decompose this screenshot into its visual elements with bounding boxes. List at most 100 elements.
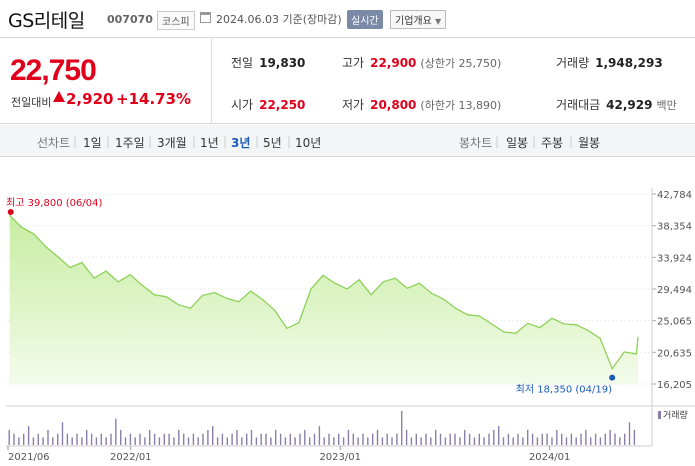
volume-bar xyxy=(279,433,282,445)
price-point xyxy=(262,299,264,301)
divider: | xyxy=(569,134,574,148)
volume-bar xyxy=(115,418,117,445)
volume-bar xyxy=(362,433,364,445)
price-point xyxy=(105,270,107,272)
price-point xyxy=(527,322,529,324)
volume-bar xyxy=(18,437,20,445)
price-point xyxy=(213,291,216,294)
tab-3m[interactable]: 3개월 xyxy=(157,136,187,150)
divider: | xyxy=(255,134,260,148)
tab-1y[interactable]: 1년 xyxy=(200,136,219,150)
volume-bar xyxy=(512,437,514,445)
volume-bar xyxy=(13,433,15,445)
volume-bar xyxy=(435,429,437,445)
chevron-down-icon: ▼ xyxy=(435,17,442,26)
price-chart[interactable]: 42,784 38,354 33,924 29,494 25,065 20,635 16,2… xyxy=(0,158,695,466)
volume-bar xyxy=(614,433,616,445)
price-point xyxy=(563,323,565,325)
volume-bar xyxy=(473,437,476,445)
tab-1w[interactable]: 1주일 xyxy=(115,136,145,150)
volume-bar xyxy=(61,422,64,445)
volume-bar xyxy=(294,437,296,445)
price-point xyxy=(57,256,59,258)
price-point xyxy=(587,329,589,332)
volume-bar xyxy=(270,437,272,445)
y-tick-label: 25,065 xyxy=(657,317,692,328)
price-point xyxy=(479,315,481,317)
volume-bar xyxy=(37,433,39,445)
quote-date: 2024.06.03 기준(장마감) xyxy=(216,13,342,26)
volume-bar xyxy=(556,429,558,445)
volume-bar xyxy=(372,433,374,445)
tab-1d[interactable]: 1일 xyxy=(83,136,102,150)
volume-bar xyxy=(575,437,577,445)
volume-bar xyxy=(561,433,563,445)
volume-bar xyxy=(628,422,631,445)
high-label: 고가 xyxy=(342,56,365,70)
price-point xyxy=(21,226,23,229)
volume-bar xyxy=(381,437,384,445)
price-point xyxy=(418,282,420,284)
prev-close-label: 전일 xyxy=(231,56,254,70)
volume-bar xyxy=(304,429,306,445)
company-info-label: 기업개요 xyxy=(395,16,432,27)
volume-bar xyxy=(23,433,25,445)
open-label: 시가 xyxy=(231,98,254,112)
volume-bar xyxy=(488,433,490,445)
tab-10y[interactable]: 10년 xyxy=(295,136,322,150)
tab-daily[interactable]: 일봉 xyxy=(506,136,529,150)
company-info-dropdown[interactable]: 기업개요 ▼ xyxy=(390,10,447,29)
price-point xyxy=(93,277,95,279)
volume-bar xyxy=(129,433,132,445)
realtime-button[interactable]: 실시간 xyxy=(347,10,383,29)
volume-bar xyxy=(609,429,611,445)
y-tick-label: 16,205 xyxy=(657,380,692,391)
divider: | xyxy=(73,134,78,148)
stock-header: GS리테일 007070 코스피 2024.06.03 기준(장마감) 실시간 … xyxy=(0,0,695,38)
low-label: 저가 xyxy=(342,98,365,112)
volume-cell: 거래량 1,948,293 xyxy=(556,54,663,71)
volume-bar xyxy=(585,429,587,445)
volume-bar xyxy=(144,437,146,445)
price-point xyxy=(611,368,613,370)
tab-5y[interactable]: 5년 xyxy=(263,136,282,150)
volume-bar xyxy=(8,429,10,445)
price-point xyxy=(358,279,360,281)
volume-bar xyxy=(391,437,393,445)
volume-bar xyxy=(192,433,195,445)
tab-monthly[interactable]: 월봉 xyxy=(578,136,601,150)
volume-bar xyxy=(100,433,102,445)
volume-bar xyxy=(594,433,597,445)
lower-limit: (하한가 13,890) xyxy=(420,99,502,112)
tab-3y[interactable]: 3년 xyxy=(231,136,251,150)
volume-bar xyxy=(333,437,335,445)
volume-bar xyxy=(183,433,185,445)
price-point xyxy=(189,307,192,309)
price-point xyxy=(515,332,517,334)
volume-bar xyxy=(27,426,30,445)
volume-bar xyxy=(42,437,44,445)
price-point xyxy=(226,297,228,299)
tab-weekly[interactable]: 주봉 xyxy=(541,136,564,150)
price-point xyxy=(491,323,493,325)
volume-bar xyxy=(149,429,151,445)
volume-bar xyxy=(309,437,311,445)
volume-bar xyxy=(565,437,568,445)
price-point xyxy=(454,307,457,309)
price-point xyxy=(286,327,288,329)
volume-bar xyxy=(134,437,136,445)
prev-close-value: 19,830 xyxy=(259,56,306,70)
price-point xyxy=(551,317,553,319)
volume-bar xyxy=(468,433,471,445)
volume-bar xyxy=(498,426,500,445)
volume-bar xyxy=(66,433,69,445)
volume-bar xyxy=(231,433,233,445)
divider: | xyxy=(148,134,153,148)
volume-bar xyxy=(110,433,112,445)
volume-bar xyxy=(590,437,592,445)
volume-bar xyxy=(444,437,447,445)
price-box: 22,750 전일대비 2,920 +14.73% xyxy=(0,38,212,124)
volume-bar xyxy=(493,429,495,445)
volume-bar xyxy=(415,433,417,445)
volume-bar xyxy=(275,429,277,445)
